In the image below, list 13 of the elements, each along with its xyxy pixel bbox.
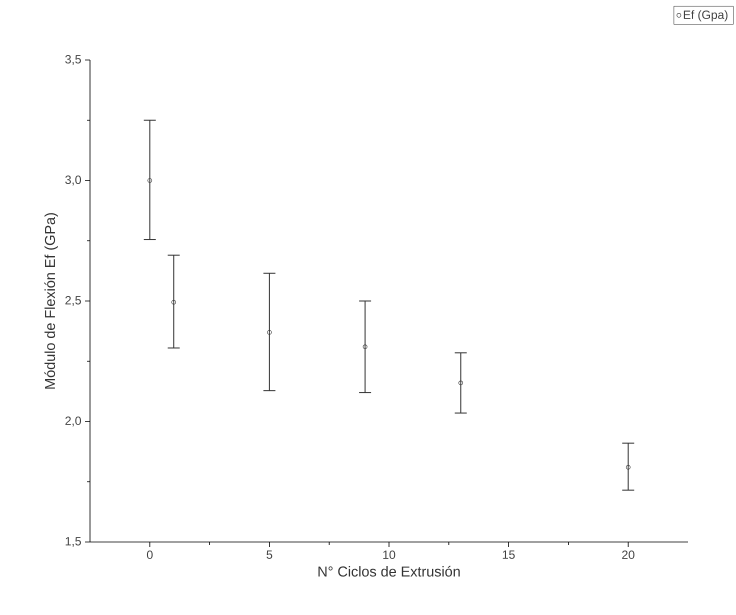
legend-label: Ef (Gpa) xyxy=(684,10,728,22)
y-axis-title: Módulo de Flexión Ef (GPa) xyxy=(44,213,58,389)
x-tick-label: 20 xyxy=(622,550,634,560)
x-tick-label: 10 xyxy=(383,550,396,560)
y-tick-label: 1,5 xyxy=(66,537,81,547)
x-tick-label: 0 xyxy=(146,550,153,560)
x-tick-label: 5 xyxy=(266,550,272,559)
y-tick-label: 2,5 xyxy=(65,296,81,306)
y-tick-label: 2,0 xyxy=(65,416,82,426)
x-axis-title: N° Ciclos de Extrusión xyxy=(318,566,460,577)
y-tick-label: 3,0 xyxy=(65,176,82,186)
y-tick-label: 3,5 xyxy=(65,55,81,65)
x-tick-label: 15 xyxy=(502,550,515,559)
